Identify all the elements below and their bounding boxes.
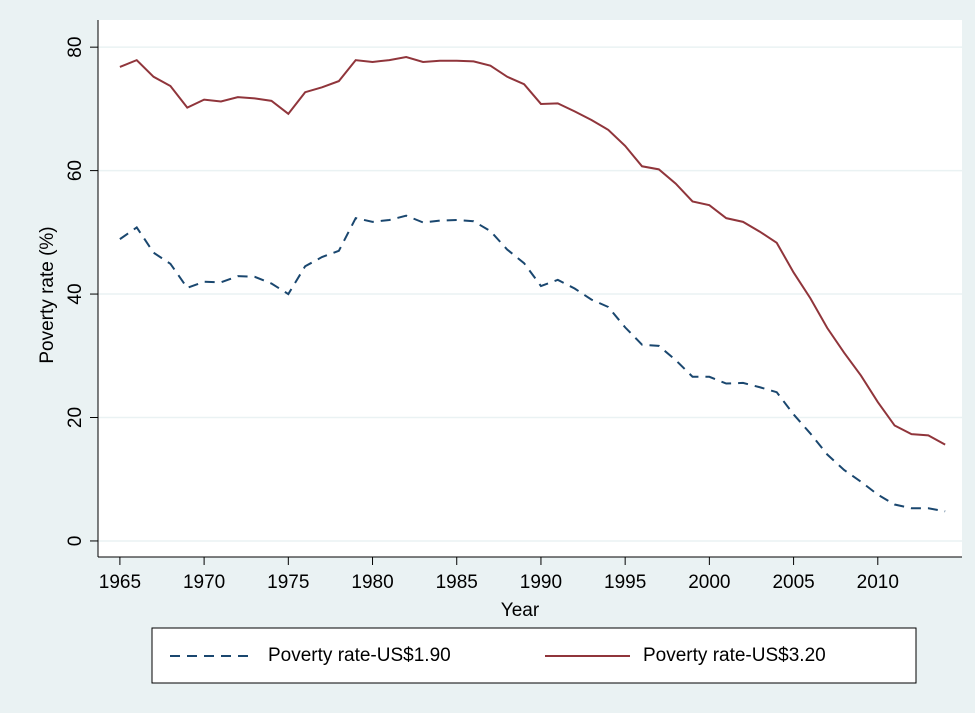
legend-label: Poverty rate-US$3.20 [643, 645, 826, 666]
x-tick-label: 2005 [772, 572, 814, 593]
legend [151, 627, 917, 684]
x-tick-label: 2000 [688, 572, 730, 593]
y-axis-label: Poverty rate (%) [37, 226, 58, 363]
y-tick-label: 40 [65, 283, 86, 304]
x-tick-label: 1980 [351, 572, 393, 593]
plot-area [98, 20, 962, 557]
series-line [119, 214, 946, 513]
x-tick-label: 1970 [183, 572, 225, 593]
x-tick-label: 1985 [436, 572, 478, 593]
y-tick-label: 0 [65, 536, 86, 547]
series-line [119, 56, 946, 446]
x-tick-label: 1975 [267, 572, 309, 593]
legend-label: Poverty rate-US$1.90 [268, 645, 451, 666]
x-tick-label: 1995 [604, 572, 646, 593]
y-tick-label: 80 [65, 37, 86, 58]
x-tick-label: 2010 [857, 572, 899, 593]
y-tick-label: 20 [65, 407, 86, 428]
y-tick-label: 60 [65, 160, 86, 181]
x-tick-label: 1965 [99, 572, 141, 593]
x-tick-label: 1990 [520, 572, 562, 593]
x-axis-label: Year [501, 600, 540, 621]
